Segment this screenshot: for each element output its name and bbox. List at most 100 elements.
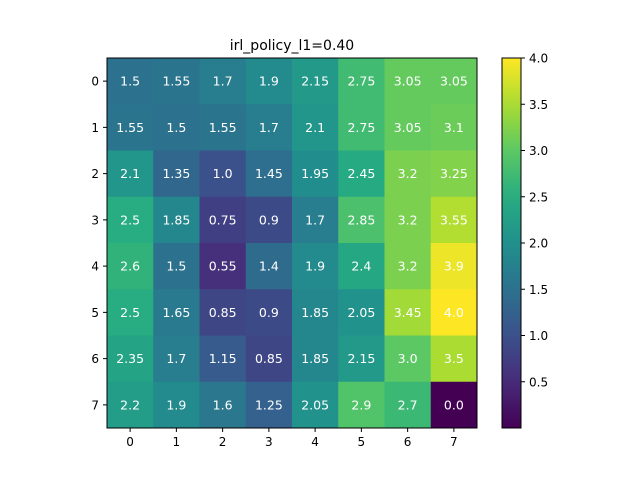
heatmap-cell — [107, 150, 154, 198]
y-tick-label: 5 — [91, 306, 99, 320]
cell-value-label: 1.65 — [162, 305, 190, 320]
heatmap-cell — [338, 104, 385, 151]
heatmap-cell — [107, 381, 154, 429]
heatmap-cell — [153, 104, 200, 151]
chart-title: irl_policy_l1=0.40 — [230, 38, 354, 54]
cell-value-label: 2.2 — [120, 397, 140, 412]
cell-value-label: 3.1 — [444, 120, 464, 135]
cell-value-label: 0.9 — [259, 212, 279, 227]
cell-value-label: 2.75 — [347, 74, 375, 89]
heatmap-cell — [153, 243, 200, 290]
cell-value-label: 2.5 — [120, 305, 140, 320]
heatmap-cell — [245, 58, 293, 105]
heatmap-cell — [338, 289, 385, 336]
heatmap-cell — [199, 196, 247, 244]
heatmap-cells — [107, 58, 478, 429]
heatmap-cell — [199, 381, 247, 429]
cell-value-label: 1.85 — [301, 351, 329, 366]
cell-value-label: 1.25 — [255, 397, 283, 412]
heatmap-cell — [292, 289, 339, 336]
heatmap-cell — [430, 289, 478, 336]
cell-value-label: 2.05 — [347, 305, 375, 320]
cell-value-label: 3.55 — [440, 212, 468, 227]
cell-value-label: 1.7 — [259, 120, 279, 135]
heatmap-cell — [384, 243, 432, 290]
heatmap-cell — [430, 243, 478, 290]
heatmap-cell — [384, 196, 432, 244]
cell-value-label: 2.15 — [347, 351, 375, 366]
heatmap-cell — [338, 58, 385, 105]
heatmap-cell — [199, 150, 247, 198]
colorbar-axis: 0.5 1.0 1.5 2.0 2.5 3.0 3.5 4.0 — [521, 52, 548, 389]
heatmap-cell — [338, 335, 385, 383]
colorbar-tick-label: 4.0 — [529, 52, 548, 66]
heatmap-cell — [384, 335, 432, 383]
heatmap-cell — [430, 335, 478, 383]
cell-value-label: 1.45 — [255, 166, 283, 181]
cell-value-label: 2.1 — [305, 120, 325, 135]
heatmap-cell — [292, 196, 339, 244]
cell-value-label: 1.55 — [209, 120, 237, 135]
cell-value-label: 0.85 — [209, 305, 237, 320]
cell-value-label: 2.15 — [301, 74, 329, 89]
plot-frame — [106, 57, 478, 429]
y-tick-label: 2 — [91, 167, 99, 181]
cell-value-label: 2.45 — [347, 166, 375, 181]
heatmap-cell — [292, 335, 339, 383]
colorbar-tick-label: 3.0 — [529, 144, 548, 158]
cell-value-label: 3.05 — [394, 74, 422, 89]
heatmap-cell-labels: 1.5 1.55 1.7 1.9 2.15 2.75 3.05 3.05 1.55 1.5 1.55… — [116, 74, 468, 413]
cell-value-label: 3.05 — [440, 74, 468, 89]
heatmap-cell — [107, 58, 154, 105]
cell-value-label: 3.9 — [444, 259, 464, 274]
cell-value-label: 1.95 — [301, 166, 329, 181]
heatmap-cell — [153, 289, 200, 336]
cell-value-label: 1.55 — [116, 120, 144, 135]
colorbar-tick-label: 2.5 — [529, 190, 548, 204]
colorbar-tick-label: 1.5 — [529, 283, 548, 297]
x-tick-label: 4 — [311, 435, 319, 449]
y-axis: 0 1 2 3 4 5 6 7 — [91, 75, 107, 412]
heatmap-cell — [384, 289, 432, 336]
cell-value-label: 3.45 — [394, 305, 422, 320]
cell-value-label: 2.4 — [351, 259, 371, 274]
heatmap-cell — [245, 104, 293, 151]
heatmap-cell — [107, 289, 154, 336]
heatmap-cell — [153, 58, 200, 105]
cell-value-label: 1.0 — [213, 166, 233, 181]
heatmap-cell — [153, 381, 200, 429]
x-tick-label: 7 — [450, 435, 458, 449]
x-tick-label: 2 — [219, 435, 227, 449]
y-tick-label: 7 — [91, 398, 99, 412]
cell-value-label: 2.05 — [301, 397, 329, 412]
heatmap-cell — [384, 381, 432, 429]
cell-value-label: 1.6 — [213, 397, 233, 412]
heatmap-cell — [245, 289, 293, 336]
cell-value-label: 2.5 — [120, 212, 140, 227]
heatmap-cell — [199, 335, 247, 383]
cell-value-label: 1.85 — [162, 212, 190, 227]
colorbar-tick-label: 3.5 — [529, 98, 548, 112]
heatmap-cell — [384, 150, 432, 198]
heatmap-cell — [430, 381, 478, 429]
cell-value-label: 3.2 — [398, 166, 418, 181]
heatmap-cell — [107, 104, 154, 151]
cell-value-label: 2.7 — [398, 397, 418, 412]
heatmap-cell — [292, 150, 339, 198]
heatmap-cell — [292, 243, 339, 290]
heatmap-cell — [338, 243, 385, 290]
heatmap-cell — [245, 150, 293, 198]
heatmap-cell — [153, 335, 200, 383]
x-tick-label: 6 — [404, 435, 412, 449]
heatmap-cell — [199, 104, 247, 151]
colorbar-tick-label: 2.0 — [529, 237, 548, 251]
x-tick-label: 5 — [358, 435, 366, 449]
cell-value-label: 0.55 — [209, 259, 237, 274]
cell-value-label: 1.5 — [166, 259, 186, 274]
cell-value-label: 0.0 — [444, 397, 464, 412]
colorbar-tick-label: 0.5 — [529, 375, 548, 389]
heatmap-cell — [107, 243, 154, 290]
heatmap-cell — [245, 243, 293, 290]
cell-value-label: 3.2 — [398, 212, 418, 227]
